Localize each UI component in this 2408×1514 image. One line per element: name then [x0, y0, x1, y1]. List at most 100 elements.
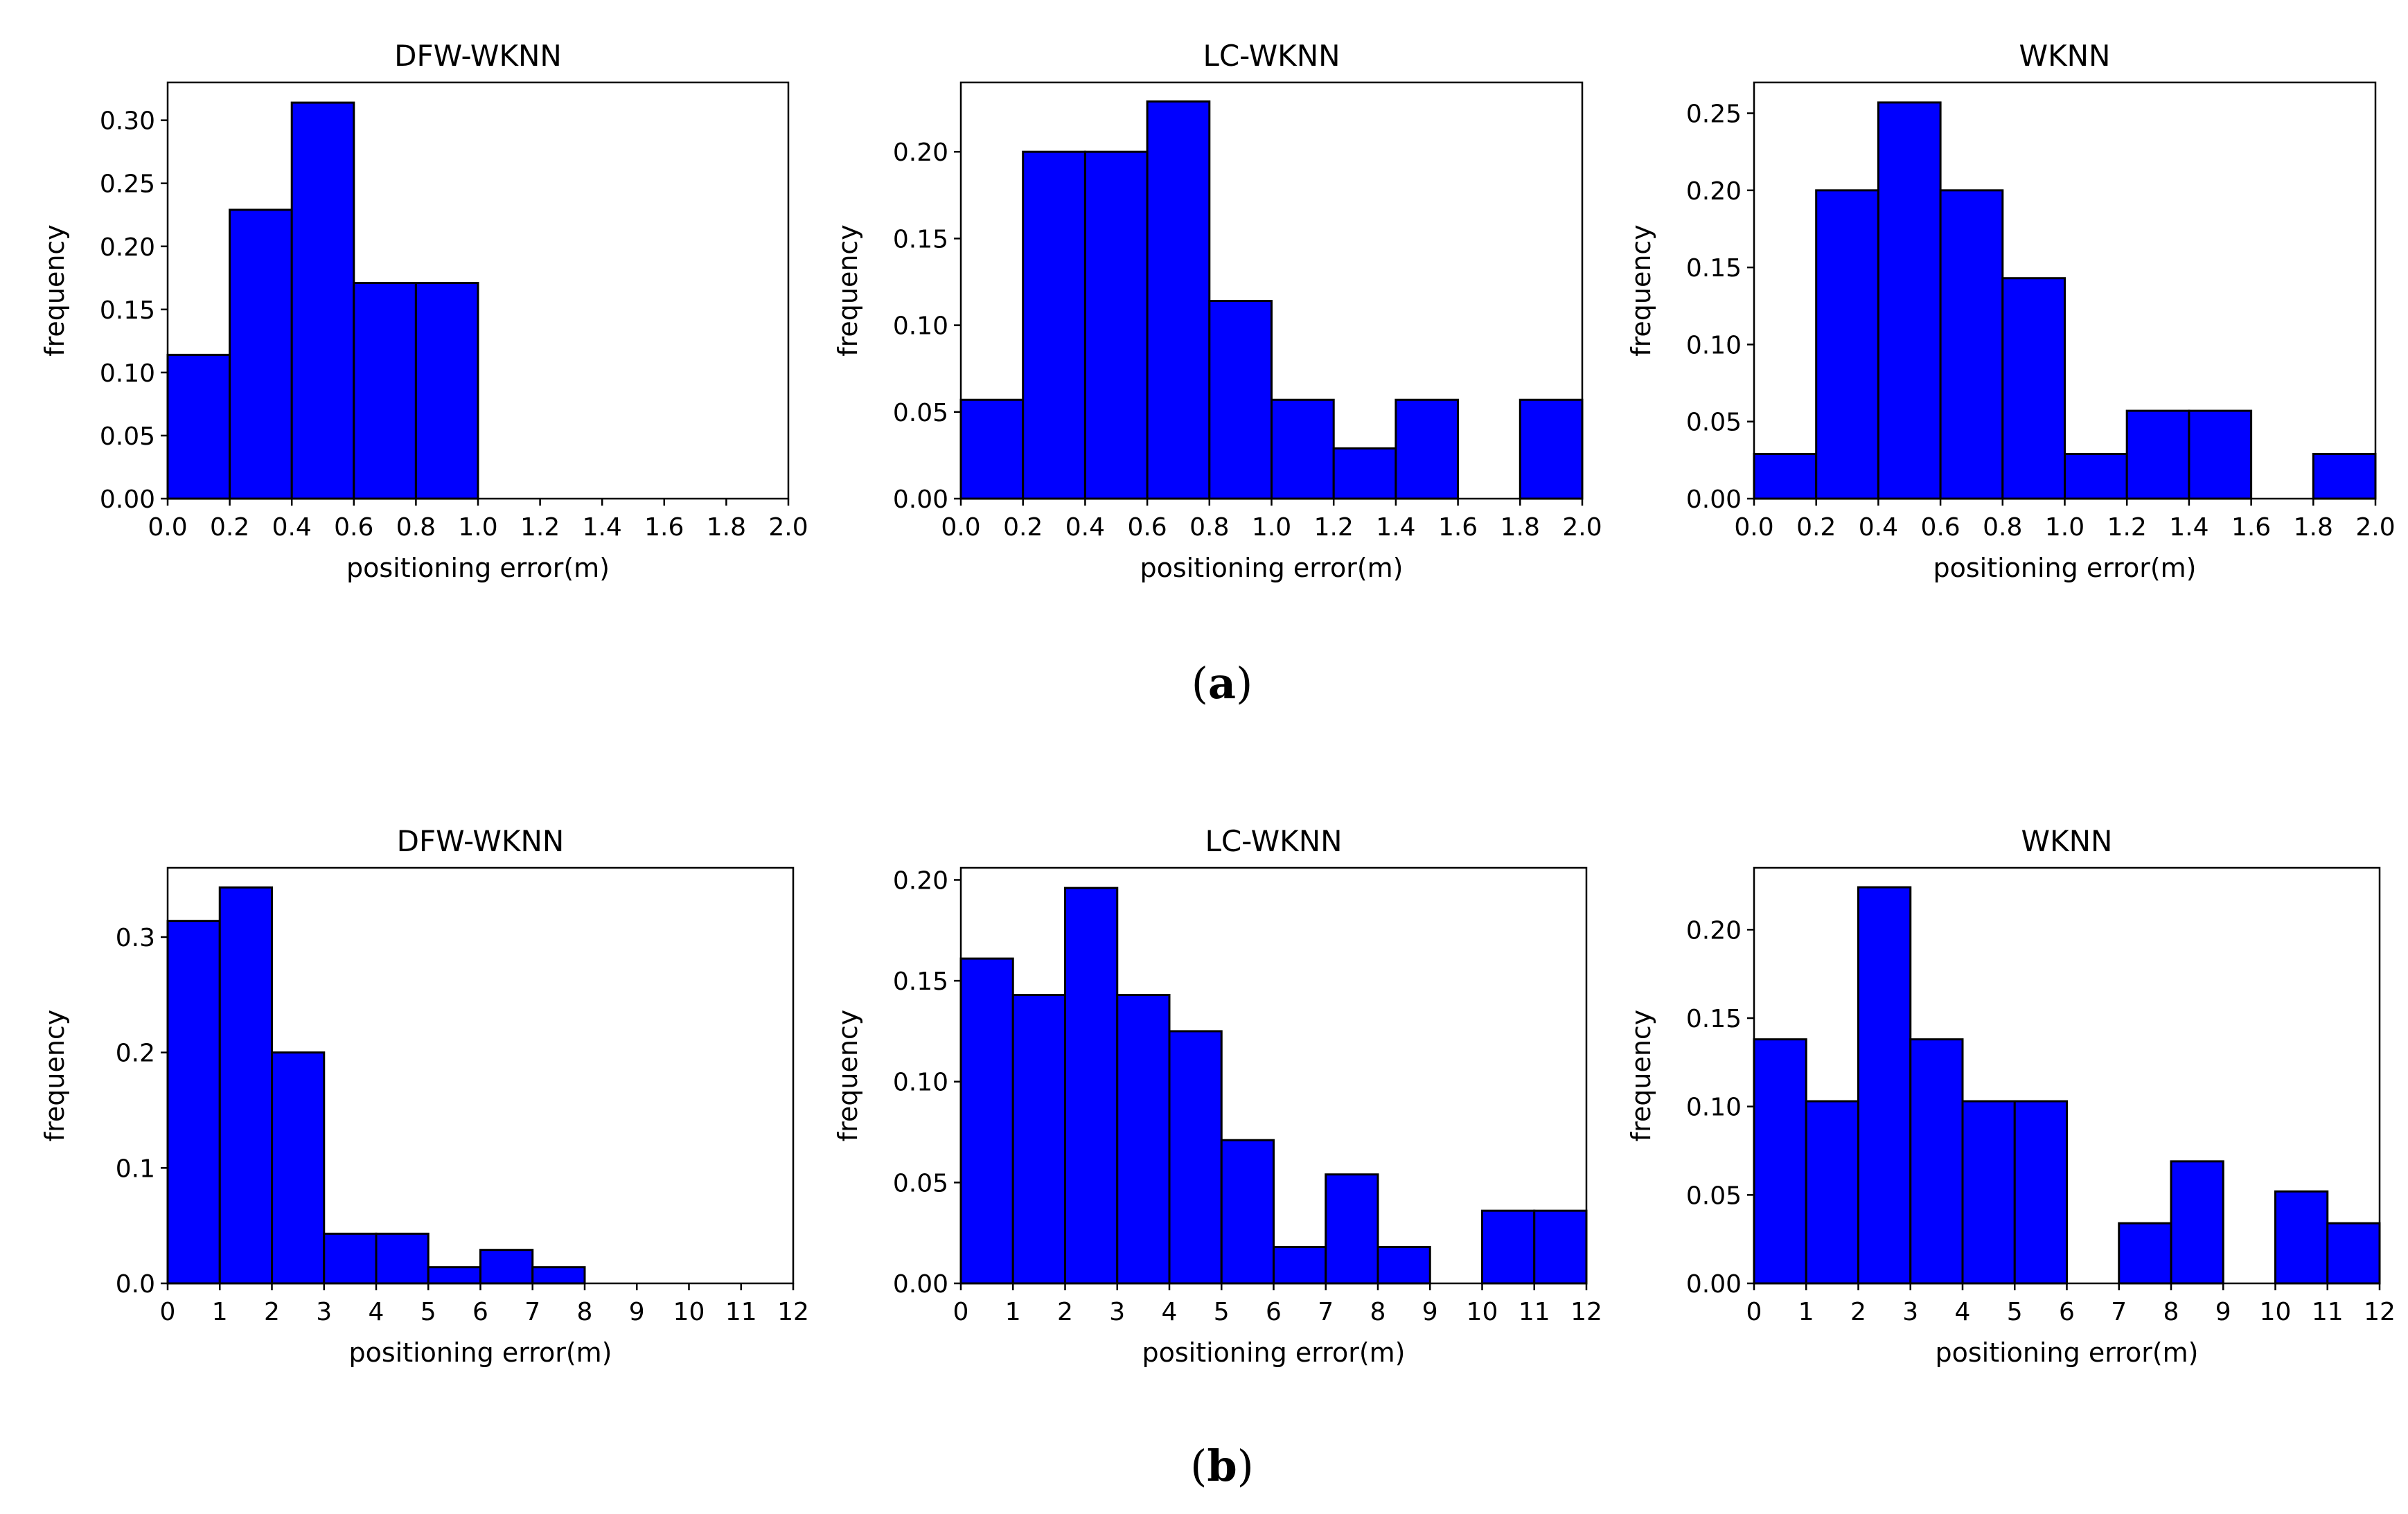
chart-a-wknn-xtick-label-5: 1.0	[2045, 513, 2084, 542]
caption-a-letter: a	[1207, 658, 1237, 709]
chart-b-lc-wknn-bar-3	[1116, 993, 1171, 1285]
chart-a-wknn-ytick-label-5: 0.25	[1686, 100, 1742, 129]
chart-b-dfw-wknn-xtick-label-5: 5	[420, 1298, 436, 1326]
caption-b-letter: b	[1207, 1441, 1237, 1491]
chart-a-dfw-wknn-ytick-label-6: 0.30	[100, 107, 155, 136]
chart-a-lc-wknn-xtick-label-6: 1.2	[1314, 513, 1354, 542]
chart-b-wknn-xtick-label-4: 4	[1955, 1298, 1971, 1326]
chart-a-lc-wknn-xtick-label-9: 1.8	[1500, 513, 1540, 542]
chart-b-lc-wknn-xtick-label-7: 7	[1318, 1298, 1334, 1326]
chart-a-lc-wknn-ytick-label-3: 0.15	[893, 225, 948, 253]
chart-a-lc-wknn-bar-0	[959, 398, 1025, 500]
chart-a-wknn-xtick-label-8: 1.6	[2231, 513, 2271, 542]
chart-b-wknn-bar-2	[1857, 886, 1912, 1285]
chart-a-wknn-xtick-label-6: 1.2	[2107, 513, 2147, 542]
chart-b-dfw-wknn-ytick-label-1: 0.1	[116, 1155, 155, 1183]
chart-a-dfw-wknn-title: DFW-WKNN	[394, 39, 562, 73]
chart-a-dfw-wknn: 0.0 0.2 0.4 0.6 0.8 1.0 1.2 1.4 1.6 1.8 2.0 0.00 0.0…	[39, 39, 808, 583]
chart-a-lc-wknn-ylabel: frequency	[833, 224, 863, 357]
chart-a-wknn-xtick-label-9: 1.8	[2294, 513, 2333, 542]
caption-a: (a)	[1191, 658, 1253, 709]
chart-a-wknn-ytick-label-3: 0.15	[1686, 254, 1742, 283]
chart-a-wknn-bar-0	[1753, 452, 1818, 500]
chart-b-wknn-ytick-label-3: 0.15	[1686, 1005, 1742, 1033]
chart-a-dfw-wknn-bar-3	[353, 282, 417, 500]
chart-b-lc-wknn-xtick-label-8: 8	[1370, 1298, 1386, 1326]
chart-a-lc-wknn-bar-5	[1271, 398, 1335, 500]
chart-a-lc-wknn-bar-1	[1022, 150, 1086, 500]
chart-b-lc-wknn-xtick-label-4: 4	[1162, 1298, 1178, 1326]
chart-a-wknn: 0.0 0.2 0.4 0.6 0.8 1.0 1.2 1.4 1.6 1.8 2.0 0.00 0.0…	[1626, 39, 2396, 583]
chart-b-wknn-bar-7	[2118, 1222, 2172, 1285]
chart-a-dfw-wknn-xlabel: positioning error(m)	[346, 553, 610, 583]
chart-a-lc-wknn-bar-9	[1519, 398, 1584, 500]
chart-b-dfw-wknn-bar-3	[323, 1232, 378, 1285]
chart-a-lc-wknn-xlabel: positioning error(m)	[1140, 553, 1403, 583]
chart-b-dfw-wknn-bar-5	[427, 1266, 481, 1285]
chart-a-lc-wknn-bar-3	[1146, 100, 1211, 500]
chart-a-wknn-xtick-label-2: 0.4	[1859, 513, 1898, 542]
chart-b-wknn-xtick-label-12: 12	[2364, 1298, 2396, 1326]
chart-b-wknn-xtick-label-0: 0	[1746, 1298, 1762, 1326]
chart-b-wknn-bar-4	[1961, 1100, 2016, 1285]
chart-a-lc-wknn-xtick-label-8: 1.6	[1438, 513, 1478, 542]
chart-b-lc-wknn-bar-0	[959, 957, 1014, 1285]
chart-b-wknn-bar-11	[2326, 1222, 2381, 1285]
chart-b-dfw-wknn: 0 1 2 3 4 5 6 7 8 9 10 11 120.00.10.20.3DFW-WKNNposi…	[39, 824, 809, 1368]
chart-a-lc-wknn-xtick-label-7: 1.4	[1376, 513, 1415, 542]
chart-b-wknn-xtick-label-1: 1	[1798, 1298, 1814, 1326]
chart-b-lc-wknn-xtick-label-9: 9	[1422, 1298, 1438, 1326]
chart-b-wknn-bar-0	[1753, 1038, 1807, 1285]
chart-b-wknn-xtick-label-11: 11	[2312, 1298, 2344, 1326]
chart-b-lc-wknn-ytick-label-1: 0.05	[893, 1169, 948, 1197]
chart-a-lc-wknn-ytick-label-2: 0.10	[893, 312, 948, 341]
chart-a-dfw-wknn-xtick-label-5: 1.0	[458, 513, 497, 542]
chart-b-dfw-wknn-xtick-label-6: 6	[472, 1298, 488, 1326]
chart-b-dfw-wknn-ylabel: frequency	[39, 1010, 70, 1142]
chart-a-dfw-wknn-ytick-label-3: 0.15	[100, 296, 155, 325]
chart-b-wknn-xtick-label-5: 5	[2007, 1298, 2023, 1326]
chart-b-dfw-wknn-xtick-label-8: 8	[577, 1298, 593, 1326]
chart-a-wknn-bar-7	[2188, 409, 2253, 500]
chart-a-wknn-xtick-label-1: 0.2	[1796, 513, 1836, 542]
chart-b-dfw-wknn-bar-6	[479, 1249, 534, 1285]
chart-a-lc-wknn-bar-7	[1395, 398, 1460, 500]
chart-b-dfw-wknn-bar-0	[166, 920, 221, 1285]
chart-b-lc-wknn-xtick-label-2: 2	[1057, 1298, 1073, 1326]
chart-b-dfw-wknn-xtick-label-7: 7	[524, 1298, 540, 1326]
chart-b-dfw-wknn-xtick-label-1: 1	[212, 1298, 228, 1326]
chart-b-lc-wknn-bar-11	[1533, 1209, 1588, 1285]
chart-b-dfw-wknn-ytick-label-3: 0.3	[116, 924, 155, 952]
chart-b-lc-wknn-ytick-label-3: 0.15	[893, 968, 948, 996]
chart-a-lc-wknn-ytick-label-4: 0.20	[893, 139, 948, 167]
chart-b-lc-wknn-ytick-label-2: 0.10	[893, 1069, 948, 1097]
chart-b-lc-wknn-bar-6	[1273, 1246, 1327, 1285]
chart-a-wknn-ytick-label-0: 0.00	[1686, 486, 1742, 514]
chart-a-wknn-xtick-label-7: 1.4	[2169, 513, 2208, 542]
chart-a-wknn-xtick-label-3: 0.6	[1920, 513, 1960, 542]
chart-b-wknn-bar-5	[2013, 1100, 2068, 1285]
chart-b-dfw-wknn-xtick-label-10: 10	[673, 1298, 705, 1326]
chart-a-lc-wknn-ytick-label-0: 0.00	[893, 486, 948, 514]
chart-b-lc-wknn-xtick-label-5: 5	[1214, 1298, 1230, 1326]
chart-b-lc-wknn-ytick-label-4: 0.20	[893, 866, 948, 895]
chart-b-dfw-wknn-xtick-label-3: 3	[316, 1298, 332, 1326]
chart-a-dfw-wknn-xtick-label-10: 2.0	[768, 513, 808, 542]
chart-b-lc-wknn-ytick-label-0: 0.00	[893, 1270, 948, 1299]
chart-b-dfw-wknn-xtick-label-9: 9	[629, 1298, 645, 1326]
chart-b-wknn-xtick-label-7: 7	[2111, 1298, 2127, 1326]
chart-a-dfw-wknn-xtick-label-9: 1.8	[707, 513, 746, 542]
chart-a-lc-wknn-xtick-label-3: 0.6	[1127, 513, 1167, 542]
chart-b-wknn-xlabel: positioning error(m)	[1935, 1337, 2198, 1368]
chart-a-dfw-wknn-bar-0	[166, 353, 231, 500]
chart-a-dfw-wknn-ytick-label-4: 0.20	[100, 233, 155, 262]
chart-b-wknn-ytick-label-1: 0.05	[1686, 1182, 1742, 1210]
chart-b-lc-wknn-xtick-label-11: 11	[1519, 1298, 1550, 1326]
chart-a-wknn-xlabel: positioning error(m)	[1933, 553, 2196, 583]
chart-a-wknn-xtick-label-4: 0.8	[1983, 513, 2022, 542]
chart-a-lc-wknn-title: LC-WKNN	[1203, 39, 1340, 73]
chart-b-wknn: 0 1 2 3 4 5 6 7 8 9 10 11 120.000.050.100.150.20WKNN…	[1626, 824, 2396, 1368]
chart-a-lc-wknn-xtick-label-2: 0.4	[1065, 513, 1105, 542]
chart-b-wknn-ytick-label-4: 0.20	[1686, 916, 1742, 945]
